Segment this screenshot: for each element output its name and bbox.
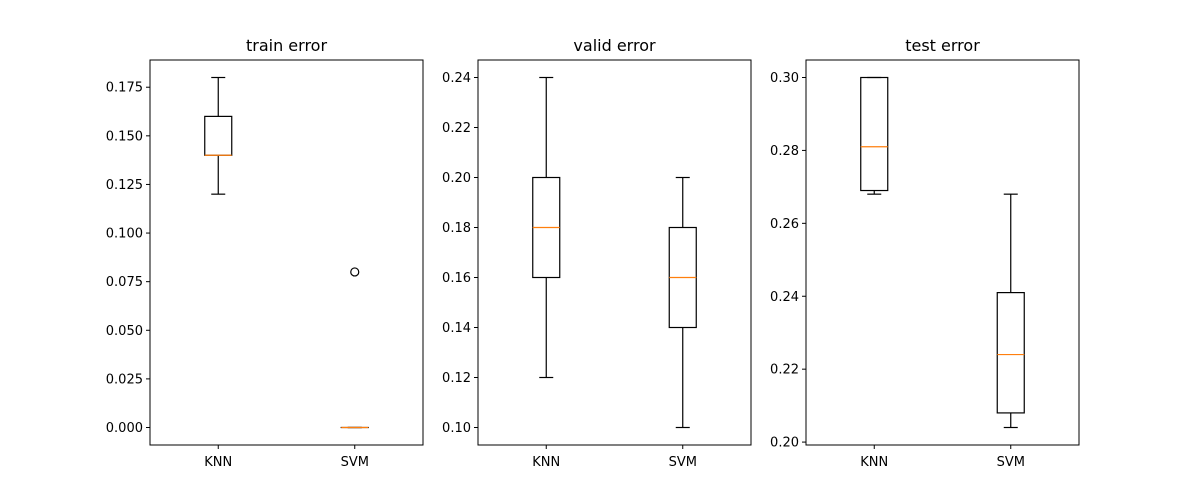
box-knn — [204, 76, 233, 195]
box-knn — [532, 76, 561, 379]
y-tick-label: 0.14 — [442, 321, 471, 336]
outlier-point — [350, 267, 360, 277]
y-tick-label: 0.025 — [106, 372, 143, 387]
y-tick-label: 0.10 — [442, 421, 471, 436]
y-tick-label: 0.150 — [106, 129, 143, 144]
subplot-train-error: 0.000 0.025 0.050 0.075 0.100 0.125 0.150 0.175… — [106, 36, 424, 470]
y-tick-label: 0.20 — [442, 171, 471, 186]
subplot-title: valid error — [573, 36, 656, 55]
subplot-title: test error — [905, 36, 980, 55]
y-tick-label: 0.26 — [770, 217, 799, 232]
box-rect — [860, 76, 889, 192]
axes-frame — [477, 59, 752, 446]
box-rect — [996, 292, 1025, 414]
x-tick-label: SVM — [669, 455, 697, 470]
y-tick-label: 0.000 — [106, 421, 143, 436]
y-tick-label: 0.175 — [106, 81, 143, 96]
box-svm — [668, 176, 697, 429]
x-tick-label: KNN — [860, 455, 888, 470]
y-tick-label: 0.30 — [770, 71, 799, 86]
axes-frame — [805, 59, 1080, 446]
x-tick-label: KNN — [204, 455, 232, 470]
y-tick-label: 0.100 — [106, 227, 143, 242]
y-tick-label: 0.20 — [770, 436, 799, 451]
y-tick-label: 0.125 — [106, 178, 143, 193]
y-tick-label: 0.18 — [442, 221, 471, 236]
axes-frame — [149, 59, 424, 446]
box-knn — [860, 76, 889, 195]
y-tick-label: 0.16 — [442, 271, 471, 286]
subplot-test-error: 0.20 0.22 0.24 0.26 0.28 0.30 KNN SVM test error — [770, 36, 1080, 470]
y-tick-label: 0.24 — [442, 71, 471, 86]
x-tick-label: KNN — [532, 455, 560, 470]
box-rect — [204, 115, 233, 156]
x-tick-label: SVM — [341, 455, 369, 470]
y-tick-label: 0.22 — [442, 121, 471, 136]
box-svm — [340, 267, 369, 429]
subplot-title: train error — [246, 36, 327, 55]
box-svm — [996, 193, 1025, 429]
y-tick-label: 0.075 — [106, 275, 143, 290]
y-tick-label: 0.050 — [106, 324, 143, 339]
y-tick-label: 0.28 — [770, 144, 799, 159]
y-tick-label: 0.22 — [770, 363, 799, 378]
subplot-valid-error: 0.10 0.12 0.14 0.16 0.18 0.20 0.22 0.24 KNN SVM va… — [442, 36, 752, 470]
y-tick-label: 0.12 — [442, 371, 471, 386]
x-tick-label: SVM — [997, 455, 1025, 470]
y-tick-label: 0.24 — [770, 290, 799, 305]
